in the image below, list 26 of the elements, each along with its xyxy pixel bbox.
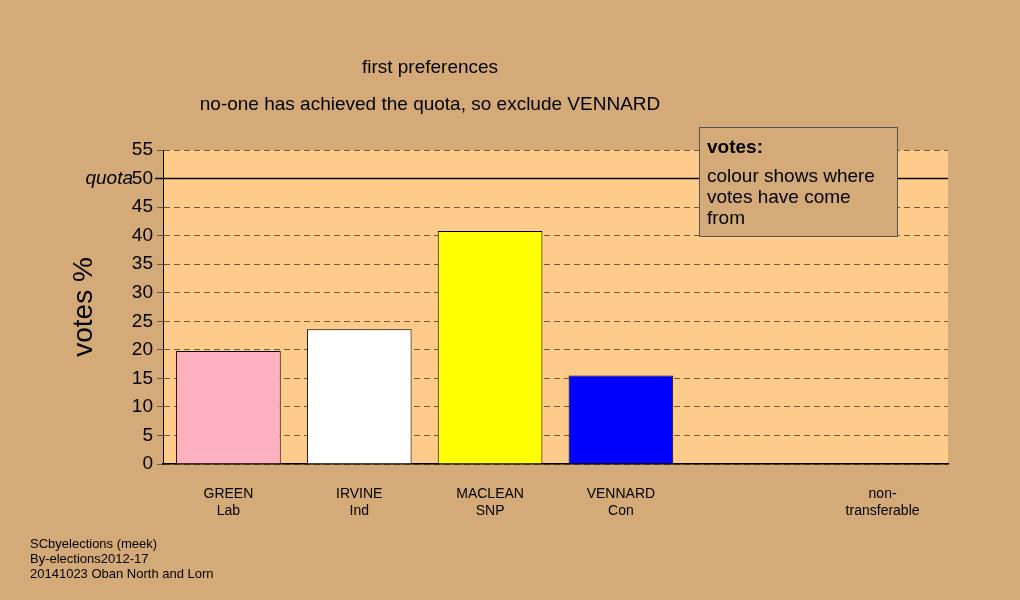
y-tick-label: 30 (131, 280, 153, 302)
chart-title: first preferences (360, 56, 500, 78)
y-tick-label: 35 (131, 252, 153, 274)
y-tick-label: 15 (131, 366, 153, 388)
annotation: colour shows where votes have come from (707, 165, 876, 228)
y-tick-label: 20 (131, 338, 153, 360)
y-axis-title: votes % (66, 257, 98, 357)
text: SCbyelections (meek) (30, 536, 158, 551)
ref-line-label: quota (85, 166, 133, 188)
y-tick-label: 45 (131, 195, 153, 217)
y-tick-label: 5 (142, 423, 153, 445)
x-tick-label: non-transferable (845, 485, 920, 519)
x-tick-label: GREEN Lab (203, 485, 254, 519)
x-tick-label: VENNARD Con (586, 485, 656, 519)
y-tick-label: 10 (131, 395, 153, 417)
x-tick-label: MACLEAN SNP (456, 485, 524, 519)
text: 20141023 Oban North and Lorn (30, 566, 214, 581)
y-tick-label: 25 (131, 309, 153, 331)
chart-subtitle: no-one has achieved the quota, so exclude VENNARD (198, 93, 662, 115)
y-tick-label: 50 (131, 166, 153, 188)
y-tick-label: 0 (142, 452, 153, 474)
y-tick-label: 40 (131, 223, 153, 245)
x-tick-label: IRVINE Ind (336, 485, 383, 519)
y-tick-label: 55 (131, 138, 153, 160)
text: By-elections2012-17 (30, 551, 149, 566)
annotation: votes: (707, 136, 764, 157)
